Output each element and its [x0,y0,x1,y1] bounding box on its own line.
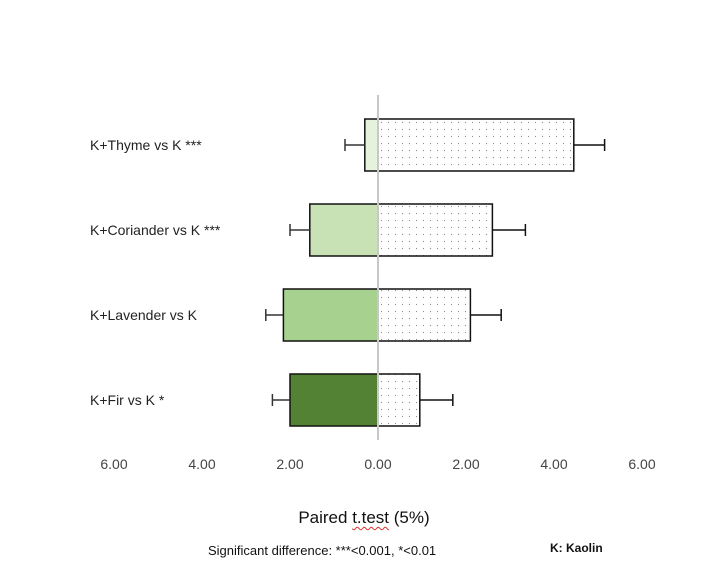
right-bar-1 [377,118,575,172]
left-bar-1 [364,118,379,172]
category-label-2: K+Coriander vs K *** [90,222,221,238]
right-bar-3 [377,288,472,342]
x-tick-label-6: 4.00 [540,456,567,472]
category-label-3: K+Lavender vs K [90,307,198,323]
significance-note: Significant difference: ***<0.001, *<0.0… [208,543,437,558]
right-bar-4 [377,373,421,427]
category-label-1: K+Thyme vs K *** [90,137,202,153]
right-bar-2 [377,203,494,257]
category-labels: K+Thyme vs K *** K+Coriander vs K *** K+La… [90,137,221,408]
error-bars [265,139,606,406]
kaolin-key: K: Kaolin [550,541,603,555]
x-tick-label-4: 0.00 [364,456,391,472]
category-label-4: K+Fir vs K * [90,392,165,408]
x-tick-label-7: 6.00 [628,456,655,472]
x-tick-label-1: 6.00 [100,456,127,472]
x-tick-label-5: 2.00 [452,456,479,472]
x-tick-label-2: 4.00 [188,456,215,472]
left-bar-2 [309,203,379,257]
right-bars [377,118,575,427]
x-axis-label-prefix: Paired [298,508,353,527]
left-bars [282,118,379,427]
x-tick-labels: 6.00 4.00 2.00 0.00 2.00 4.00 6.00 [100,456,655,472]
left-bar-3 [282,288,379,342]
x-axis-label-test: t.test [352,508,390,527]
x-axis-label-suffix: (5%) [389,508,430,527]
left-bar-4 [289,373,379,427]
x-axis-label: Paired t.test (5%) [0,508,728,528]
x-tick-label-3: 2.00 [276,456,303,472]
